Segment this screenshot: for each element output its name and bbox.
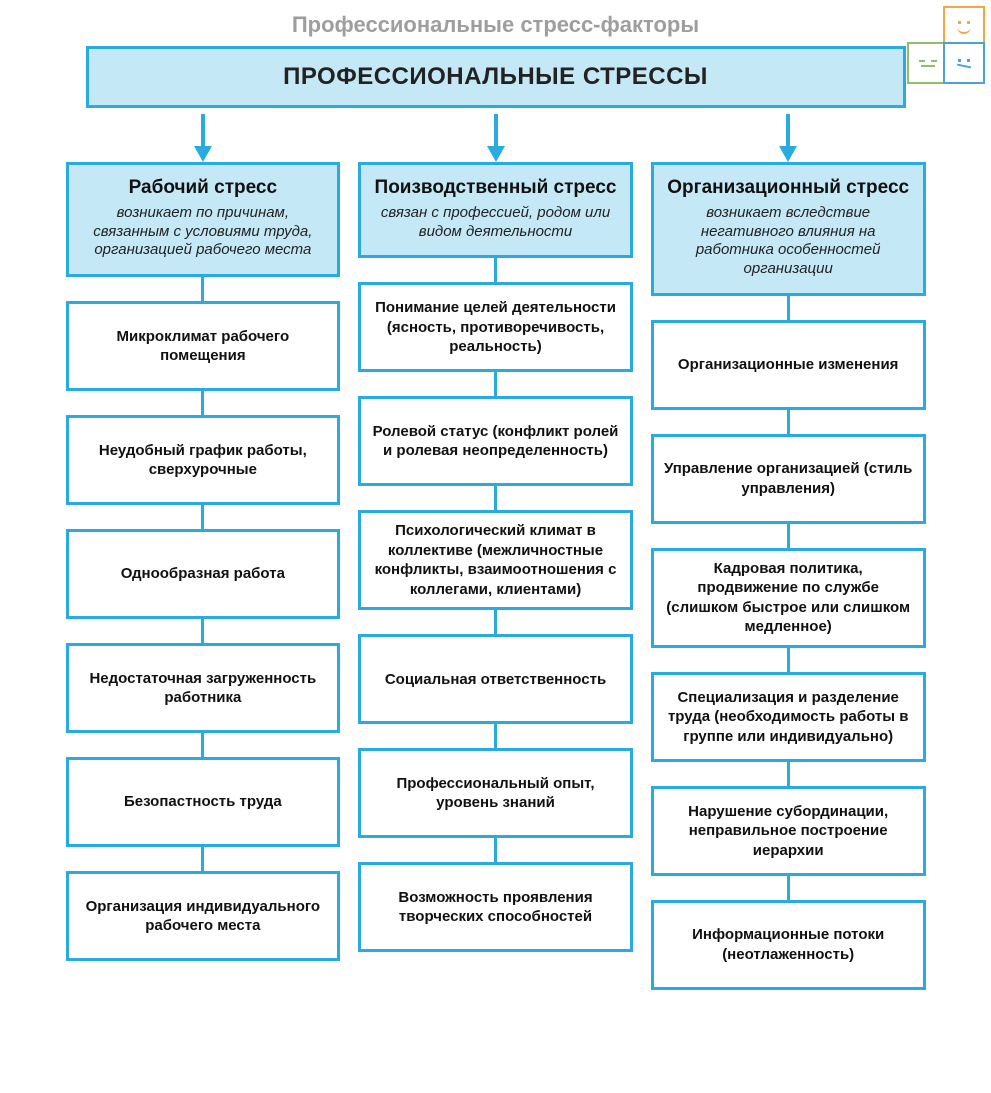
category-box: Поизводственный стресс связан с профессие… [358, 162, 633, 258]
arrow-down-icon [189, 114, 217, 162]
item-box: Профессиональный опыт, уровень знаний [358, 748, 633, 838]
connector-line [201, 277, 204, 301]
category-title: Поизводственный стресс [371, 177, 620, 200]
connector-line [787, 410, 790, 434]
category-box: Рабочий стресс возникает по причинам, свя… [66, 162, 341, 277]
connector-line [787, 876, 790, 900]
connector-line [494, 610, 497, 634]
category-title: Организационный стресс [664, 177, 913, 200]
connector-line [494, 486, 497, 510]
item-box: Организационные изменения [651, 320, 926, 410]
connector-line [201, 847, 204, 871]
item-box: Специализация и разделение труда (необхо… [651, 672, 926, 762]
category-desc: связан с профессией, родом или видом дея… [371, 204, 620, 242]
connector-line [787, 296, 790, 320]
item-box: Организация индивидуального рабочего мес… [66, 871, 341, 961]
connector-line [494, 724, 497, 748]
connector-line [201, 733, 204, 757]
arrow-down-icon [774, 114, 802, 162]
connector-line [787, 762, 790, 786]
item-box: Управление организацией (стиль управлени… [651, 434, 926, 524]
root-node: ПРОФЕССИОНАЛЬНЫЕ СТРЕССЫ [86, 46, 906, 108]
connector-line [201, 619, 204, 643]
connector-line [494, 838, 497, 862]
item-box: Безопастность труда [66, 757, 341, 847]
item-box: Информационные потоки (неотлаженность) [651, 900, 926, 990]
column-2: Организационный стресс возникает вследств… [651, 114, 926, 990]
connector-line [494, 258, 497, 282]
item-box: Кадровая политика, продвижение по службе… [651, 548, 926, 648]
item-box: Нарушение субординации, неправильное пос… [651, 786, 926, 876]
item-box: Однообразная работа [66, 529, 341, 619]
category-title: Рабочий стресс [79, 177, 328, 200]
item-box: Недостаточная загруженность работника [66, 643, 341, 733]
connector-line [787, 648, 790, 672]
page-title: Профессиональные стресс-факторы [96, 0, 896, 46]
item-box: Социальная ответственность [358, 634, 633, 724]
item-box: Микроклимат рабочего помещения [66, 301, 341, 391]
column-0: Рабочий стресс возникает по причинам, свя… [66, 114, 341, 990]
columns-container: Рабочий стресс возникает по причинам, свя… [66, 114, 926, 990]
arrow-down-icon [482, 114, 510, 162]
category-desc: возникает по причинам, связанным с услов… [79, 204, 328, 260]
category-box: Организационный стресс возникает вследств… [651, 162, 926, 296]
connector-line [494, 372, 497, 396]
column-1: Поизводственный стресс связан с профессие… [358, 114, 633, 990]
item-box: Ролевой статус (конфликт ролей и ролевая… [358, 396, 633, 486]
item-box: Возможность проявления творческих способ… [358, 862, 633, 952]
connector-line [787, 524, 790, 548]
item-box: Неудобный график работы, сверхурочные [66, 415, 341, 505]
decorative-stickers [907, 6, 985, 84]
category-desc: возникает вследствие негативного влияния… [664, 204, 913, 279]
connector-line [201, 391, 204, 415]
item-box: Психологический климат в коллективе (меж… [358, 510, 633, 610]
sticker-slash-icon [943, 42, 985, 84]
item-box: Понимание целей деятельности (ясность, п… [358, 282, 633, 372]
connector-line [201, 505, 204, 529]
